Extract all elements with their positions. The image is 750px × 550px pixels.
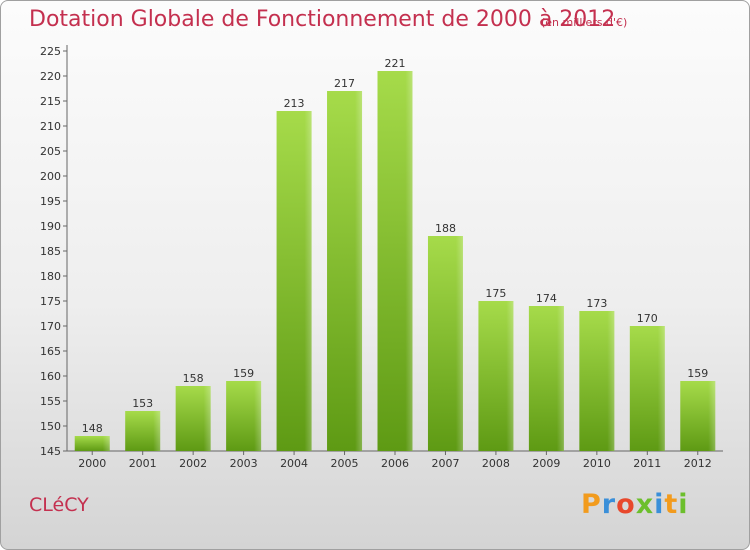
- chart-title: Dotation Globale de Fonctionnement de 20…: [29, 7, 616, 32]
- bar-highlight: [528, 306, 564, 451]
- x-tick-label: 2003: [230, 457, 258, 470]
- commune-name: CLéCY: [29, 494, 89, 516]
- logo-letter: x: [635, 489, 655, 520]
- bar-highlight: [680, 381, 716, 451]
- chart-bars: [74, 71, 716, 451]
- logo-letter: P: [581, 489, 602, 520]
- bar-value-label: 148: [82, 422, 103, 435]
- logo-letter: t: [664, 489, 679, 520]
- y-tick-label: 215: [40, 95, 61, 108]
- logo-letter: o: [616, 489, 636, 520]
- y-tick-label: 205: [40, 145, 61, 158]
- chart-subtitle: (en milliers d'€): [541, 16, 628, 29]
- x-tick-label: 2007: [431, 457, 459, 470]
- chart-x-ticks: 2000 2001 2002 2003 2004 2005 2006 2007 2008 2009…: [78, 451, 712, 470]
- bar-value-label: 188: [435, 222, 456, 235]
- chart-y-ticks: 145 150 155 160 165 170 175 180 185 190 195 200 205 2…: [40, 45, 67, 458]
- bar-highlight: [74, 436, 110, 451]
- proxiti-logo[interactable]: Proxiti: [581, 489, 689, 520]
- bar-highlight: [276, 111, 312, 451]
- y-tick-label: 200: [40, 170, 61, 183]
- bar-value-label: 159: [233, 367, 254, 380]
- bar-highlight: [377, 71, 413, 451]
- bar-highlight: [579, 311, 615, 451]
- bar-value-label: 213: [284, 97, 305, 110]
- bar-value-label: 175: [485, 287, 506, 300]
- y-tick-label: 165: [40, 345, 61, 358]
- bar-value-label: 159: [687, 367, 708, 380]
- y-tick-label: 190: [40, 220, 61, 233]
- x-tick-label: 2011: [633, 457, 661, 470]
- y-tick-label: 170: [40, 320, 61, 333]
- bar-highlight: [478, 301, 514, 451]
- y-tick-label: 210: [40, 120, 61, 133]
- y-tick-label: 220: [40, 70, 61, 83]
- y-tick-label: 155: [40, 395, 61, 408]
- y-tick-label: 225: [40, 45, 61, 58]
- bar-value-label: 221: [385, 57, 406, 70]
- x-tick-label: 2009: [532, 457, 560, 470]
- bar-value-label: 173: [586, 297, 607, 310]
- bar-value-label: 158: [183, 372, 204, 385]
- bar-value-label: 217: [334, 77, 355, 90]
- chart-value-labels: 148 153 158 159 213 217 221 188 175 174 173 170 159: [82, 57, 709, 435]
- y-tick-label: 195: [40, 195, 61, 208]
- logo-letter: r: [601, 489, 617, 520]
- bar-highlight: [327, 91, 363, 451]
- y-tick-label: 150: [40, 420, 61, 433]
- y-tick-label: 175: [40, 295, 61, 308]
- bar-highlight: [175, 386, 211, 451]
- x-tick-label: 2002: [179, 457, 207, 470]
- bar-highlight: [629, 326, 665, 451]
- y-tick-label: 185: [40, 245, 61, 258]
- bar-value-label: 170: [637, 312, 658, 325]
- x-tick-label: 2012: [684, 457, 712, 470]
- x-tick-label: 2004: [280, 457, 308, 470]
- logo-letter: i: [678, 489, 689, 520]
- bar-highlight: [427, 236, 463, 451]
- y-tick-label: 180: [40, 270, 61, 283]
- bar-highlight: [226, 381, 262, 451]
- bar-value-label: 153: [132, 397, 153, 410]
- x-tick-label: 2008: [482, 457, 510, 470]
- x-tick-label: 2005: [331, 457, 359, 470]
- x-tick-label: 2010: [583, 457, 611, 470]
- x-tick-label: 2000: [78, 457, 106, 470]
- bar-value-label: 174: [536, 292, 557, 305]
- y-tick-label: 160: [40, 370, 61, 383]
- x-tick-label: 2001: [129, 457, 157, 470]
- bar-highlight: [125, 411, 161, 451]
- y-tick-label: 145: [40, 445, 61, 458]
- logo-letter: i: [654, 489, 665, 520]
- x-tick-label: 2006: [381, 457, 409, 470]
